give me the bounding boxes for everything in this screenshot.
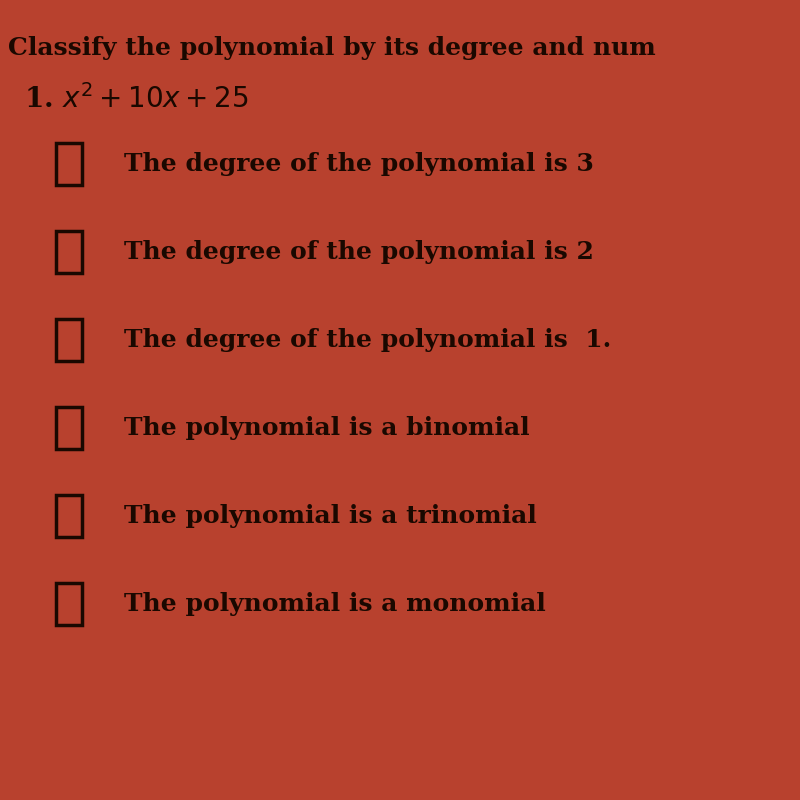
Bar: [56, 407, 82, 449]
Text: The degree of the polynomial is 2: The degree of the polynomial is 2: [124, 240, 594, 264]
Bar: [56, 231, 82, 273]
Text: 1. $x^2 + 10x + 25$: 1. $x^2 + 10x + 25$: [24, 84, 248, 114]
Text: The polynomial is a binomial: The polynomial is a binomial: [124, 416, 530, 440]
Bar: [56, 495, 82, 537]
Text: The polynomial is a trinomial: The polynomial is a trinomial: [124, 504, 537, 528]
Bar: [56, 319, 82, 361]
Text: The degree of the polynomial is  1.: The degree of the polynomial is 1.: [124, 328, 611, 352]
Bar: [56, 143, 82, 185]
Text: The polynomial is a monomial: The polynomial is a monomial: [124, 592, 546, 616]
Bar: [56, 583, 82, 625]
Text: Classify the polynomial by its degree and num: Classify the polynomial by its degree an…: [8, 36, 656, 60]
Text: The degree of the polynomial is 3: The degree of the polynomial is 3: [124, 152, 594, 176]
